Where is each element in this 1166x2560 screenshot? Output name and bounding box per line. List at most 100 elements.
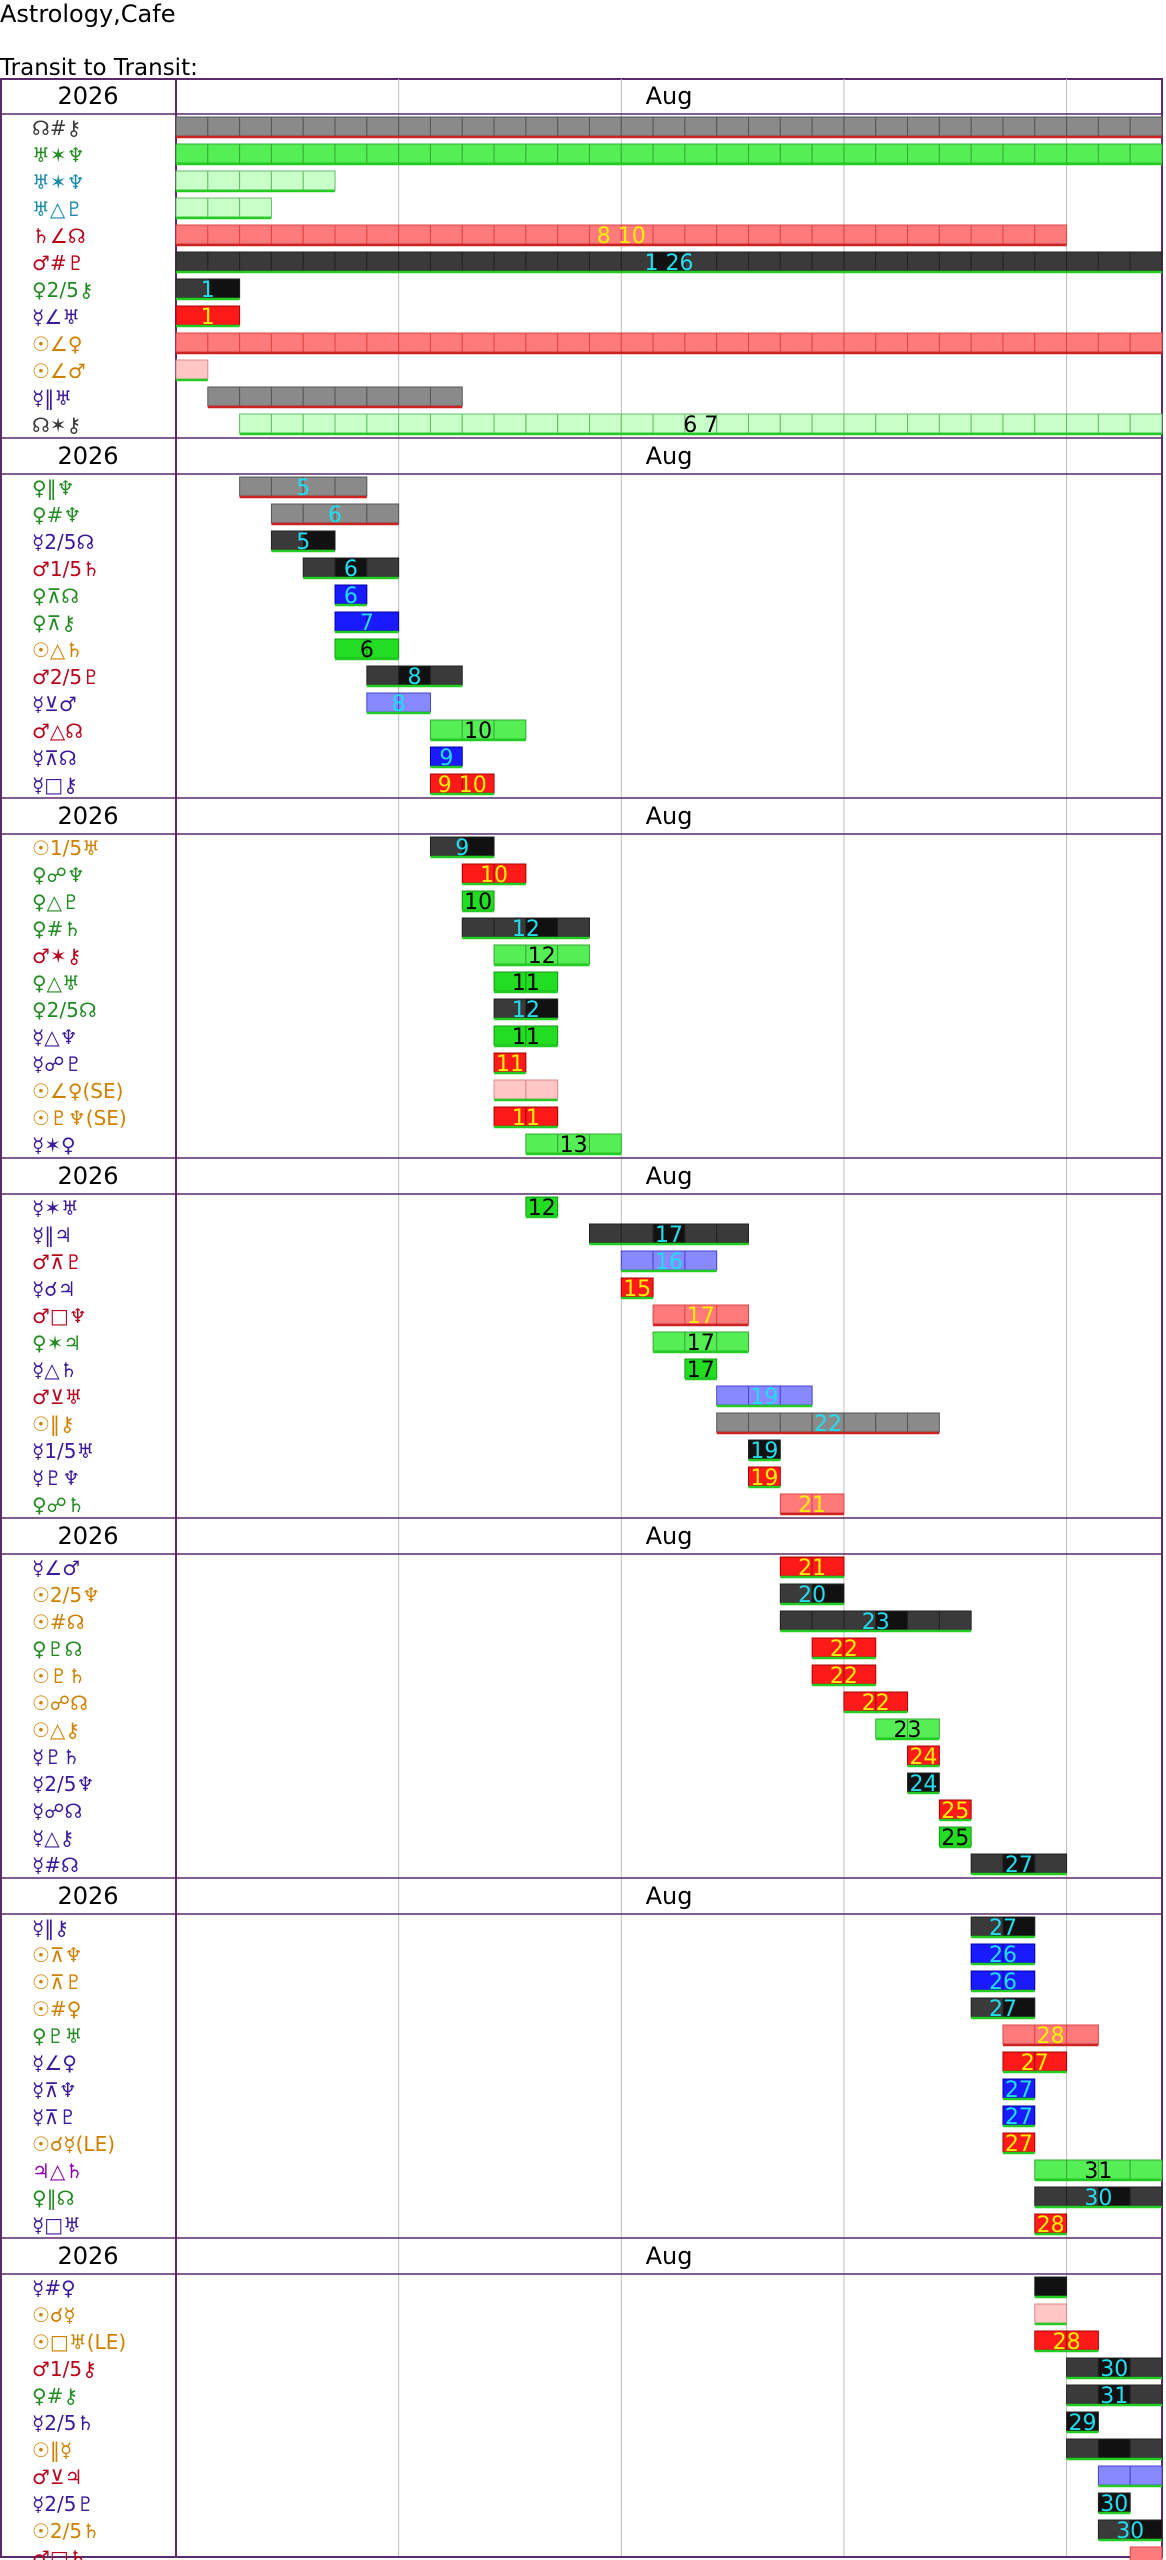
aspect-bar: 17 — [652, 1331, 750, 1356]
bar-cell — [493, 944, 527, 965]
aspect-bar: 28 — [1034, 2213, 1068, 2238]
peak-day-label: 17 — [687, 1358, 715, 1383]
aspect-label: ♀△♇ — [32, 890, 80, 914]
peak-day-label: 11 — [496, 1052, 524, 1077]
bar-cell — [1097, 332, 1131, 353]
aspect-label: ♄∠☊ — [32, 224, 86, 248]
aspect-label: ♂⊼♇ — [32, 1250, 83, 1274]
aspect-label: ☿⊼♇ — [32, 2105, 77, 2129]
bar-cell — [938, 332, 972, 353]
aspect-label: ♂□♆ — [32, 1304, 87, 1328]
peak-day-label: 25 — [941, 1826, 969, 1851]
peak-day-label: 31 — [1084, 2159, 1112, 2184]
bar-cell — [1034, 2159, 1068, 2180]
peak-day-label: 30 — [1100, 2492, 1128, 2517]
bar-cell — [1129, 2357, 1163, 2378]
bar-cell — [875, 224, 909, 245]
bar-cell — [429, 143, 463, 164]
bar-cell — [1066, 143, 1099, 164]
peak-day-label: 6 — [328, 503, 342, 528]
aspect-label: ☿∠♀ — [32, 2051, 77, 2075]
bar-cell — [811, 251, 845, 272]
month-header: Aug — [646, 442, 693, 470]
bar-cell — [334, 224, 368, 245]
bar-cell — [875, 143, 909, 164]
bar-cell — [239, 116, 272, 137]
bar-cell — [811, 143, 845, 164]
aspect-bar: 22 — [811, 1664, 877, 1689]
bar-cell — [1097, 116, 1131, 137]
bar-cell — [652, 116, 686, 137]
aspect-bar: 17 — [684, 1358, 718, 1383]
bar-cell — [1129, 413, 1163, 434]
peak-day-label: 11 — [512, 971, 540, 996]
aspect-bar: 30 — [1097, 2492, 1131, 2517]
bar-cell — [843, 251, 877, 272]
peak-day-label: 27 — [989, 1997, 1017, 2022]
aspect-bar: 28 — [1034, 2330, 1099, 2355]
aspect-bar: 30 — [1034, 2186, 1163, 2211]
aspect-bar: 27 — [1002, 2132, 1036, 2157]
bar-cell — [1097, 413, 1131, 434]
aspect-bar: 1 26 — [175, 251, 1163, 276]
bar-cell — [493, 224, 527, 245]
bar-cell — [334, 386, 368, 407]
bar-cell — [811, 1610, 845, 1631]
aspect-label: ☿2/5♆ — [32, 1772, 94, 1796]
bar-cell — [493, 413, 527, 434]
bar-cell — [1034, 413, 1068, 434]
bar-cell — [1034, 143, 1068, 164]
bar-cell — [620, 143, 654, 164]
bar-cell — [938, 224, 972, 245]
bar-cell — [588, 116, 622, 137]
bar-cell — [557, 143, 590, 164]
bar-cell — [843, 143, 877, 164]
peak-day-label: 28 — [1037, 2024, 1065, 2049]
aspect-label: ☉∠♀ — [32, 332, 83, 356]
bar-cell — [429, 665, 463, 686]
bar-cell — [525, 332, 559, 353]
aspect-label: ♀△♅ — [32, 971, 80, 995]
aspect-label: ☉⊼♆ — [32, 1943, 83, 1967]
bar-cell — [302, 143, 336, 164]
aspect-label: ☿☌♃ — [32, 1277, 76, 1301]
bar-cell — [843, 224, 877, 245]
year-header: 2026 — [57, 1522, 118, 1550]
bar-cell — [1066, 413, 1099, 434]
bar-cell — [525, 143, 559, 164]
aspect-bar: 8 10 — [175, 224, 1068, 249]
aspect-label: ♀♇♅ — [32, 2024, 83, 2048]
bar-cell — [684, 1223, 718, 1244]
bar-cell — [716, 1412, 750, 1433]
bar-cell — [1129, 2384, 1163, 2405]
bar-cell — [429, 386, 463, 407]
aspect-bar: 12 — [493, 944, 590, 969]
bar-cell — [588, 1223, 622, 1244]
peak-day-label: 27 — [1005, 2132, 1033, 2157]
aspect-label: ☉♇♄ — [32, 1664, 86, 1688]
peak-day-label: 25 — [941, 1799, 969, 1824]
peak-day-label: 6 7 — [683, 413, 718, 438]
peak-day-label: 30 — [1100, 2357, 1128, 2382]
aspect-label: ☿✶♀ — [32, 1133, 76, 1157]
aspect-label: ♂⊻♅ — [32, 1385, 83, 1409]
peak-day-label: 7 — [360, 611, 374, 636]
bar-cell — [461, 917, 495, 938]
aspect-label: ♂⊻♃ — [32, 2465, 83, 2489]
bar-cell — [239, 332, 272, 353]
aspect-label: ☿2/5♇ — [32, 2492, 94, 2516]
bar-cell — [652, 224, 686, 245]
peak-day-label: 17 — [687, 1331, 715, 1356]
bar-cell — [907, 251, 940, 272]
bar-cell — [907, 1412, 940, 1433]
bar-cell — [1002, 224, 1036, 245]
peak-day-label: 8 — [392, 692, 406, 717]
peak-day-label: 29 — [1068, 2411, 1096, 2436]
aspect-bar: 27 — [970, 1916, 1036, 1941]
bar-cell — [270, 251, 304, 272]
aspect-bar: 11 — [493, 1025, 559, 1050]
aspect-bar: 10 — [429, 719, 527, 744]
aspect-bar: 21 — [779, 1493, 845, 1518]
bar-cell — [716, 251, 750, 272]
peak-day-label: 9 — [439, 746, 453, 771]
